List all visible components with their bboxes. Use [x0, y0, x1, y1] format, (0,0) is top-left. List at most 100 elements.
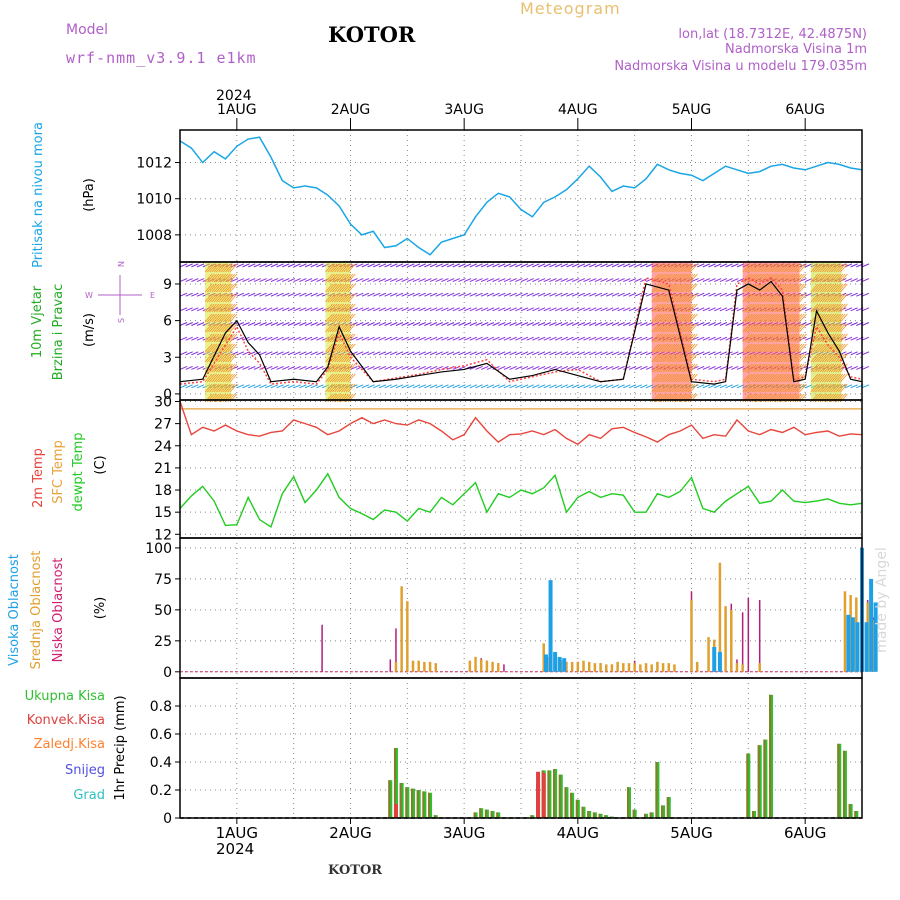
cloud-bar-mid [610, 664, 614, 672]
wind-barb [765, 363, 773, 373]
wind-barb [742, 293, 750, 303]
wind-barb [611, 292, 620, 297]
wind-barb [660, 323, 669, 333]
wind-barb [253, 263, 262, 268]
wind-barb [767, 373, 775, 383]
wind-barb [537, 292, 546, 297]
wind-barb [229, 363, 238, 373]
wind-barb [424, 351, 432, 356]
model-name: wrf-nmm_v3.9.1 e1km [66, 49, 257, 67]
wind-barb [844, 307, 853, 312]
wind-barb [509, 263, 517, 268]
wind-barb [407, 384, 415, 389]
wind-barb [714, 278, 722, 282]
pressure-line [179, 136, 863, 256]
wind-barb [634, 292, 642, 297]
wind-barb [758, 263, 766, 273]
wind-ylabel-2: Brzina i Pravac [51, 284, 66, 381]
wind-barb [669, 343, 678, 353]
wind-barb [821, 313, 830, 323]
wind-barb [651, 293, 660, 303]
wind-barb [785, 373, 794, 383]
wind-barb [554, 336, 563, 341]
wind-barb [418, 384, 426, 389]
wind-barb [204, 383, 213, 393]
wind-barb [794, 303, 803, 313]
y-tick-label: 12 [154, 527, 172, 543]
cloud-bar-mid [582, 660, 585, 672]
wind-barb [671, 263, 680, 273]
wind-barb [412, 307, 421, 312]
wind-barb [350, 336, 358, 341]
wind-barb [651, 343, 660, 353]
wind-barb [687, 343, 696, 353]
wind-barb [225, 313, 233, 323]
wind-barb [810, 273, 819, 283]
bottom-station-label: KOTOR [328, 863, 382, 878]
precip-legend-frz: Zaledj.Kisa [34, 737, 105, 752]
wind-barb [361, 322, 370, 326]
wind-barb [683, 353, 691, 363]
wind-barb [227, 363, 236, 373]
wind-barb [774, 303, 782, 313]
wind-barb [826, 283, 835, 293]
wind-barb [758, 313, 766, 323]
wind-barb [543, 336, 551, 341]
wind-barb [776, 383, 785, 393]
wind-barb [287, 307, 296, 312]
wind-barb [714, 336, 722, 341]
wind-barb [742, 353, 750, 363]
wind-barb [211, 343, 220, 353]
wind-barb [179, 351, 188, 356]
wind-barb [744, 383, 753, 393]
precip-bar-mix [490, 811, 493, 818]
wind-barb [341, 263, 349, 273]
wind-barb [778, 353, 787, 363]
wind-barb [229, 333, 238, 343]
wind-barb [211, 373, 220, 383]
wind-barb [537, 263, 546, 268]
precip-bar-mix [661, 805, 664, 818]
precip-legend-snow: Snijeg [65, 763, 105, 778]
wind-barb [236, 351, 245, 356]
wind-barb [469, 322, 478, 326]
wind-barb [242, 278, 250, 282]
wind-barb [821, 303, 830, 313]
wind-barb [655, 313, 664, 323]
wind-barb [812, 363, 821, 373]
wind-barb [758, 343, 766, 353]
wind-barb [753, 363, 762, 373]
wind-barb [669, 363, 678, 373]
wind-barb [680, 383, 689, 393]
wind-barb [799, 273, 807, 283]
wind-barb [758, 293, 766, 303]
wind-barb [458, 322, 466, 326]
y-tick-label: 24 [154, 439, 172, 455]
wind-barb [662, 373, 671, 383]
wind-barb [329, 263, 338, 273]
wind-barb [338, 343, 347, 353]
wind-barb [691, 307, 699, 312]
wind-barb [549, 263, 557, 268]
wind-barb [651, 283, 660, 293]
wind-barb [549, 307, 557, 312]
wind-barb [265, 263, 273, 268]
wind-barb [600, 366, 608, 370]
wind-barb [216, 313, 224, 323]
wind-barb [678, 303, 687, 313]
wind-barb [833, 383, 841, 393]
wind-barb [719, 263, 728, 268]
wind-barb [299, 336, 307, 341]
wind-barb [441, 351, 449, 356]
wind-barb [227, 273, 236, 283]
wind-barb [185, 322, 193, 326]
wind-barb [343, 263, 351, 273]
compass-e: E [150, 291, 155, 300]
wind-barb [509, 336, 517, 341]
wind-barb [407, 336, 415, 341]
wind-barb [821, 353, 830, 363]
wind-barb [475, 278, 483, 282]
wind-barb [815, 323, 823, 333]
wind-barb [760, 343, 769, 353]
